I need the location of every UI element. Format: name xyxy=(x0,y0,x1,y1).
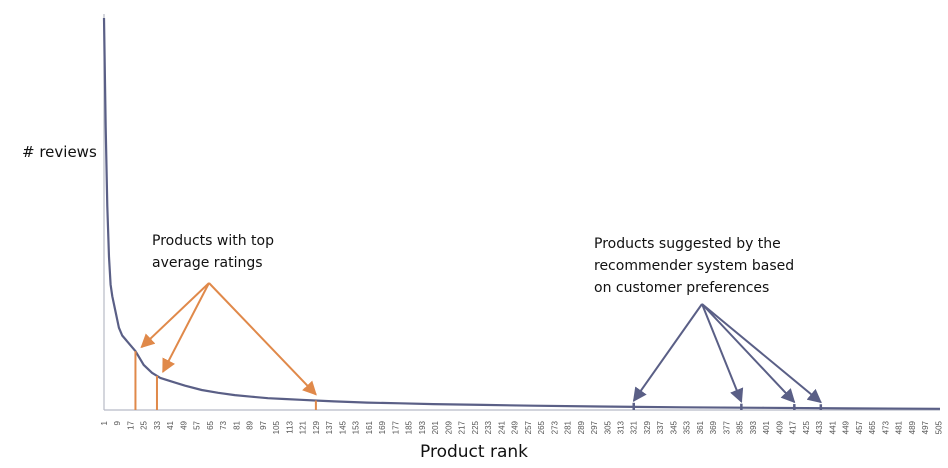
x-tick-label: 233 xyxy=(484,420,493,434)
x-tick-label: 129 xyxy=(312,420,321,434)
x-tick-label: 361 xyxy=(696,420,705,434)
x-tick-label: 305 xyxy=(603,420,612,434)
x-tick-label: 417 xyxy=(789,420,798,434)
x-tick-label: 409 xyxy=(775,420,784,434)
x-tick-label: 329 xyxy=(643,420,652,434)
y-axis-label: # reviews xyxy=(22,143,97,161)
x-tick-label: 33 xyxy=(153,420,162,429)
recommender-arrow xyxy=(701,303,796,404)
x-tick-label: 97 xyxy=(259,420,268,429)
x-tick-label: 497 xyxy=(921,420,930,434)
reviews-series-line xyxy=(102,17,941,410)
x-tick-label: 89 xyxy=(246,420,255,429)
x-tick-label: 489 xyxy=(908,420,917,434)
x-tick-label: 249 xyxy=(511,420,520,434)
x-tick-label: 265 xyxy=(537,420,546,434)
x-tick-label: 201 xyxy=(431,420,440,434)
recommender-arrow xyxy=(632,303,703,402)
x-tick-label: 393 xyxy=(749,420,758,434)
top-ratings-annotation: Products with top average ratings xyxy=(152,233,274,271)
recommender-arrow xyxy=(701,303,744,403)
x-tick-label: 313 xyxy=(616,420,625,434)
annotation-arrows xyxy=(140,282,822,404)
recommender-annotation: Products suggested by the recommender sy… xyxy=(594,236,795,296)
x-tick-label: 161 xyxy=(365,420,374,434)
top-rating-arrow xyxy=(140,282,210,349)
x-tick-label: 425 xyxy=(802,420,811,434)
x-tick-label: 345 xyxy=(669,420,678,434)
x-tick-label: 353 xyxy=(683,420,692,434)
x-tick-labels: 1 9 17 25 33 41 49 57 65 73 81 89 97 105 113 121 129 137 1… xyxy=(100,420,943,434)
x-tick-label: 297 xyxy=(590,420,599,434)
x-tick-label: 377 xyxy=(722,420,731,434)
x-tick-label: 217 xyxy=(458,420,467,434)
x-tick-label: 209 xyxy=(444,420,453,434)
x-tick-label: 105 xyxy=(272,420,281,434)
x-tick-label: 1 xyxy=(100,420,109,425)
x-tick-label: 9 xyxy=(113,420,122,425)
x-tick-label: 257 xyxy=(524,420,533,434)
x-tick-label: 121 xyxy=(299,420,308,434)
x-tick-label: 177 xyxy=(391,420,400,434)
axes xyxy=(103,14,940,411)
x-tick-label: 281 xyxy=(564,420,573,434)
x-tick-label: 65 xyxy=(206,420,215,429)
x-tick-label: 321 xyxy=(630,420,639,434)
x-tick-label: 41 xyxy=(166,420,175,429)
x-tick-label: 441 xyxy=(828,420,837,434)
x-tick-label: 113 xyxy=(285,420,294,433)
x-tick-label: 169 xyxy=(378,420,387,434)
top-rating-arrow xyxy=(208,282,317,396)
x-tick-label: 401 xyxy=(762,420,771,434)
x-tick-label: 241 xyxy=(497,420,506,434)
x-tick-label: 193 xyxy=(418,420,427,434)
recommender-arrow xyxy=(701,303,822,404)
x-tick-label: 449 xyxy=(842,420,851,434)
x-tick-label: 385 xyxy=(736,420,745,434)
x-tick-label: 289 xyxy=(577,420,586,434)
x-tick-label: 153 xyxy=(352,420,361,434)
x-tick-label: 73 xyxy=(219,420,228,429)
x-tick-label: 505 xyxy=(934,420,943,434)
x-tick-label: 137 xyxy=(325,420,334,434)
x-tick-label: 145 xyxy=(338,420,347,434)
x-tick-label: 369 xyxy=(709,420,718,434)
x-tick-label: 473 xyxy=(881,420,890,434)
x-tick-label: 225 xyxy=(471,420,480,434)
x-tick-label: 465 xyxy=(868,420,877,434)
highlight-markers xyxy=(134,351,823,410)
x-tick-label: 185 xyxy=(405,420,414,434)
x-tick-label: 337 xyxy=(656,420,665,434)
top-rating-arrow xyxy=(162,282,210,374)
reviews-curve xyxy=(102,17,941,410)
x-tick-label: 481 xyxy=(895,420,904,434)
x-tick-label: 49 xyxy=(179,420,188,429)
x-tick-label: 25 xyxy=(140,420,149,429)
x-axis-label: Product rank xyxy=(420,442,528,462)
x-tick-label: 433 xyxy=(815,420,824,434)
x-tick-label: 457 xyxy=(855,420,864,434)
x-tick-label: 57 xyxy=(193,420,202,429)
x-tick-label: 81 xyxy=(232,420,241,429)
x-tick-label: 17 xyxy=(126,420,135,429)
x-tick-label: 273 xyxy=(550,420,559,434)
